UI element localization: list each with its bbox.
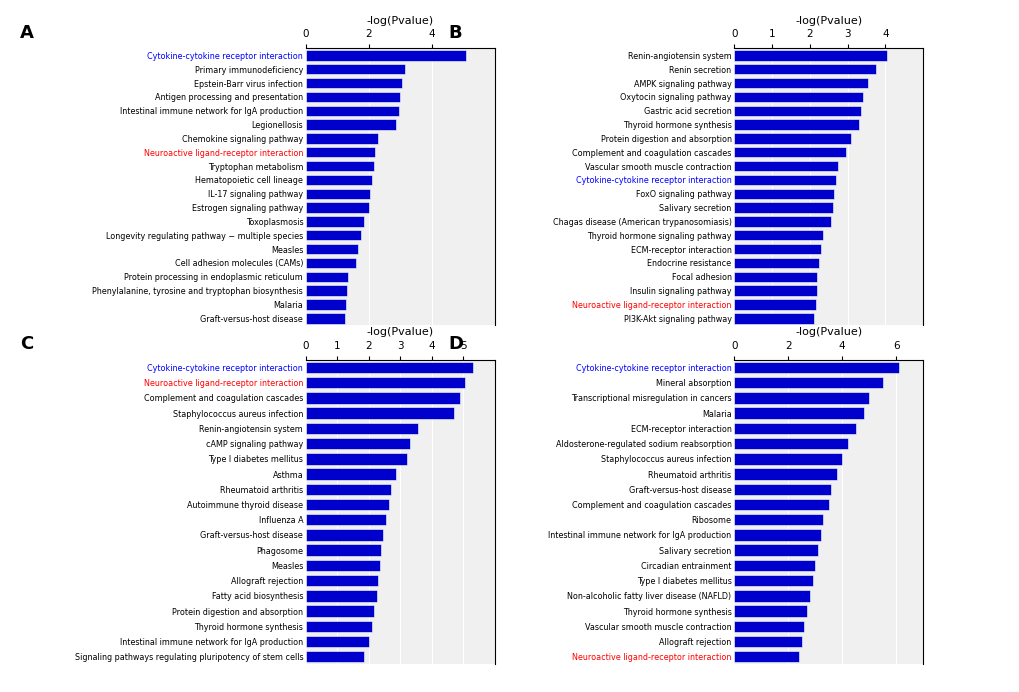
Bar bbox=[734, 272, 816, 282]
Bar bbox=[734, 216, 829, 227]
Bar bbox=[734, 529, 820, 540]
Bar bbox=[734, 545, 817, 556]
Bar bbox=[306, 105, 398, 116]
Bar bbox=[306, 529, 383, 540]
Bar bbox=[306, 606, 373, 617]
Bar bbox=[734, 91, 862, 102]
Bar bbox=[306, 272, 348, 282]
Bar bbox=[734, 514, 822, 525]
Bar bbox=[306, 590, 376, 601]
Bar bbox=[734, 362, 898, 373]
Bar bbox=[306, 408, 453, 419]
Bar bbox=[734, 78, 867, 88]
Bar bbox=[306, 575, 378, 586]
Bar bbox=[306, 514, 386, 525]
Bar bbox=[306, 313, 345, 324]
Bar bbox=[306, 230, 361, 241]
Bar bbox=[734, 651, 798, 662]
Bar bbox=[306, 453, 407, 464]
Bar bbox=[306, 91, 399, 102]
Bar bbox=[734, 161, 838, 172]
Bar bbox=[306, 377, 465, 388]
X-axis label: -log(Pvalue): -log(Pvalue) bbox=[367, 16, 433, 26]
Bar bbox=[734, 51, 887, 61]
Text: B: B bbox=[448, 24, 462, 42]
Bar bbox=[734, 636, 801, 647]
Bar bbox=[306, 423, 417, 434]
Bar bbox=[734, 560, 814, 571]
Bar bbox=[306, 285, 346, 296]
Bar bbox=[306, 78, 401, 88]
Bar bbox=[306, 147, 375, 157]
Bar bbox=[306, 258, 356, 268]
X-axis label: -log(Pvalue): -log(Pvalue) bbox=[795, 16, 861, 26]
Text: A: A bbox=[20, 24, 35, 42]
Bar bbox=[734, 606, 806, 617]
X-axis label: -log(Pvalue): -log(Pvalue) bbox=[795, 327, 861, 337]
Text: C: C bbox=[20, 335, 34, 353]
Bar bbox=[734, 453, 842, 464]
Bar bbox=[306, 174, 372, 185]
Bar bbox=[734, 590, 809, 601]
Bar bbox=[306, 545, 381, 556]
Bar bbox=[306, 244, 358, 254]
Bar bbox=[306, 636, 369, 647]
Bar bbox=[306, 362, 472, 373]
Bar bbox=[306, 188, 370, 199]
X-axis label: -log(Pvalue): -log(Pvalue) bbox=[367, 327, 433, 337]
Bar bbox=[306, 651, 364, 662]
Bar bbox=[734, 188, 834, 199]
Bar bbox=[734, 423, 855, 434]
Bar bbox=[734, 120, 858, 130]
Bar bbox=[734, 438, 847, 449]
Bar bbox=[306, 468, 395, 480]
Bar bbox=[734, 408, 863, 419]
Bar bbox=[734, 133, 851, 143]
Bar bbox=[734, 468, 836, 480]
Bar bbox=[306, 621, 372, 632]
Bar bbox=[734, 377, 881, 388]
Bar bbox=[734, 105, 860, 116]
Bar bbox=[734, 285, 816, 296]
Bar bbox=[734, 499, 828, 510]
Bar bbox=[734, 174, 836, 185]
Bar bbox=[734, 230, 822, 241]
Bar bbox=[306, 438, 410, 449]
Bar bbox=[306, 161, 373, 172]
Bar bbox=[306, 560, 379, 571]
Bar bbox=[306, 499, 389, 510]
Bar bbox=[734, 147, 845, 157]
Bar bbox=[306, 300, 345, 310]
Bar bbox=[734, 300, 815, 310]
Bar bbox=[734, 64, 875, 74]
Bar bbox=[306, 484, 390, 495]
Bar bbox=[734, 258, 818, 268]
Bar bbox=[734, 621, 804, 632]
Bar bbox=[734, 392, 868, 403]
Bar bbox=[734, 202, 832, 213]
Bar bbox=[306, 216, 364, 227]
Bar bbox=[306, 51, 466, 61]
Bar bbox=[734, 484, 830, 495]
Bar bbox=[306, 120, 395, 130]
Text: D: D bbox=[448, 335, 464, 353]
Bar bbox=[306, 392, 460, 403]
Bar bbox=[306, 64, 405, 74]
Bar bbox=[306, 133, 378, 143]
Bar bbox=[734, 313, 813, 324]
Bar bbox=[734, 244, 820, 254]
Bar bbox=[734, 575, 812, 586]
Bar bbox=[306, 202, 369, 213]
